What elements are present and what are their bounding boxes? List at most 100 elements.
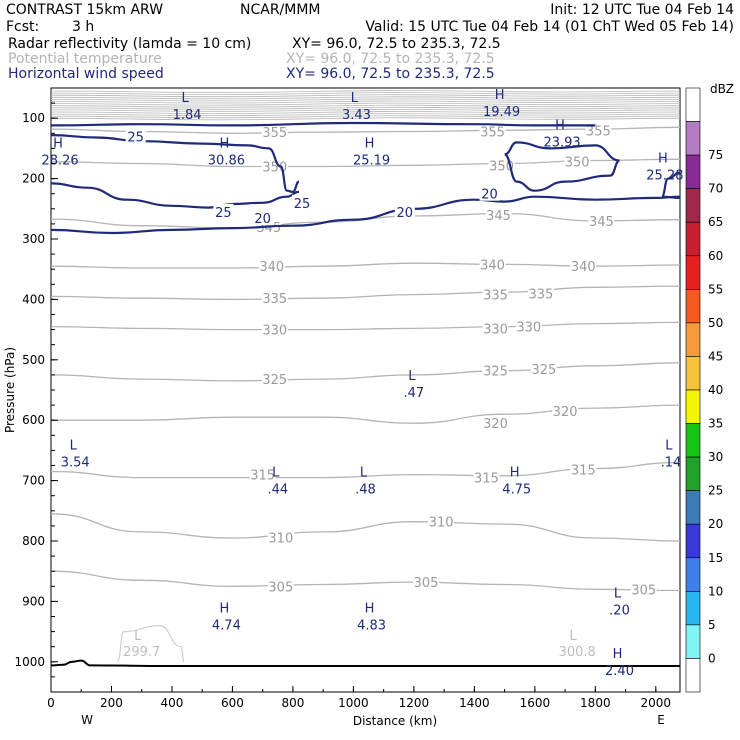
- theta-label-bg: [570, 259, 597, 274]
- upper-contour-line: [50, 111, 681, 114]
- theta-contour-label: 350: [565, 156, 590, 171]
- wind-extremum-value: 28.26: [41, 153, 78, 168]
- theta-label-bg: [630, 582, 657, 597]
- theta-label-bg: [412, 575, 439, 590]
- y-tick-label: 200: [22, 172, 45, 186]
- wind-contour-line: [50, 121, 596, 127]
- theta-label-bg: [552, 404, 579, 419]
- theta-label-bg: [258, 259, 285, 274]
- field-reflectivity-xy: XY= 96.0, 72.5 to 235.3, 72.5: [292, 36, 501, 52]
- colorbar-swatch: [685, 188, 701, 223]
- wind-extremum-type: L: [70, 438, 78, 453]
- x-axis-east-label: E: [657, 713, 665, 727]
- theta-label-bg: [479, 257, 506, 272]
- theta-label-bg: [564, 154, 591, 169]
- theta-label-bg: [261, 291, 288, 306]
- theta-contour-label: 320: [553, 405, 578, 420]
- theta-contour-label: 310: [268, 531, 293, 546]
- theta-contour-label: 325: [262, 373, 287, 388]
- theta-contours: 305 305 305 310 310 315 315 315 320 320 325 325 325 3…: [50, 123, 681, 598]
- colorbar-swatch: [685, 221, 701, 257]
- axes: 0 200 400 600 800 1000 1200 1400 1600 1800 2000 100…: [14, 102, 672, 710]
- upper-contour-line: [50, 108, 681, 112]
- colorbar-level-label: 40: [708, 383, 723, 397]
- theta-label-bg: [588, 213, 615, 228]
- y-tick-label: 400: [22, 292, 45, 306]
- colorbar-level-label: 50: [708, 316, 723, 330]
- upper-contour-line: [50, 113, 681, 117]
- plot-frame: [50, 87, 681, 693]
- colorbar-level-label: 70: [708, 182, 723, 196]
- colorbar-swatch: [685, 557, 701, 592]
- wind-contour-label: 25: [127, 130, 144, 145]
- colorbar-level-label: 45: [708, 349, 723, 363]
- wind-extremum-value: 25.19: [353, 153, 390, 168]
- wind-contours: 25 25 25 20 20 20: [50, 121, 681, 235]
- theta-contour-line: [50, 570, 681, 592]
- wind-extremum-value: 3.54: [61, 455, 90, 470]
- colorbar-level-label: 25: [708, 484, 723, 498]
- theta-label-bg: [261, 322, 288, 337]
- upper-contour-line: [50, 96, 681, 100]
- wind-extremum-type: H: [365, 136, 375, 151]
- colorbar-swatch: [685, 356, 701, 391]
- valid-time: Valid: 15 UTC Tue 04 Feb 14 (01 ChT Wed …: [365, 19, 734, 35]
- theta-contour-label: 310: [429, 516, 454, 531]
- wind-contour-label: 20: [481, 188, 498, 203]
- x-axis-label: Distance (km): [353, 714, 437, 728]
- colorbar-level-label: 65: [708, 215, 723, 229]
- wind-extremum-type: H: [220, 602, 230, 617]
- wind-extremum-value: .44: [267, 483, 288, 498]
- wind-extremum-value: 25.28: [646, 169, 683, 184]
- theta-contour-label: 350: [489, 159, 514, 174]
- x-tick-label: 2000: [641, 696, 672, 710]
- theta-label-bg: [585, 123, 612, 138]
- theta-contour-label: 325: [532, 363, 557, 378]
- wind-extremum-value: 30.86: [208, 153, 245, 168]
- colorbar-swatch: [685, 423, 701, 458]
- theta-contour-line: [50, 362, 681, 382]
- center-title: NCAR/MMM: [240, 2, 321, 18]
- wind-extremum-type: H: [220, 136, 230, 151]
- theta-contour-label: 330: [516, 321, 541, 336]
- y-tick-label: 800: [22, 534, 45, 548]
- wind-extremum-type: H: [365, 602, 375, 617]
- wind-contour-line: [50, 182, 300, 209]
- theta-extremum-type: L: [570, 629, 578, 644]
- wind-label-bg: [213, 203, 234, 219]
- theta-label-bg: [267, 530, 294, 545]
- field-wind-xy: XY= 96.0, 72.5 to 235.3, 72.5: [286, 66, 495, 82]
- plot-area: 305 305 305 310 310 315 315 315 320 320 325 325 325 3…: [41, 87, 683, 693]
- colorbar-level-label: 15: [708, 551, 723, 565]
- field-wind-name: Horizontal wind speed: [8, 66, 164, 82]
- wind-extremum-value: .48: [355, 483, 376, 498]
- theta-contour-line: [50, 126, 681, 134]
- colorbar-level-label: 0: [708, 651, 716, 665]
- wind-extremum-value: 4.74: [212, 619, 241, 634]
- theta-label-bg: [485, 207, 512, 222]
- theta-contour-label: 345: [486, 209, 511, 224]
- colorbar-swatch: [685, 624, 701, 659]
- theta-contour-label: 355: [480, 125, 505, 140]
- wind-extremum-value: 3.43: [342, 108, 371, 123]
- y-tick-label: 600: [22, 413, 45, 427]
- theta-label-bg: [527, 286, 554, 301]
- colorbar-swatch: [685, 658, 701, 693]
- theta-contour-label: 355: [262, 126, 287, 141]
- colorbar-swatch: [685, 255, 701, 290]
- upper-contour-line: [50, 102, 681, 106]
- colorbar-level-label: 35: [708, 417, 723, 431]
- theta-label-bg: [261, 159, 288, 174]
- wind-label-bg: [291, 194, 312, 210]
- theta-label-bg: [261, 125, 288, 140]
- upper-contour-line: [50, 106, 681, 110]
- x-tick-label: 0: [47, 696, 55, 710]
- colorbar-swatch: [685, 389, 701, 424]
- upper-contour-line: [50, 90, 681, 93]
- y-tick-label: 1000: [14, 655, 45, 669]
- x-tick-label: 1200: [399, 696, 430, 710]
- x-tick-label: 800: [281, 696, 304, 710]
- x-tick-label: 200: [100, 696, 123, 710]
- wind-contour-line: [50, 134, 300, 194]
- theta-contour-line: [50, 285, 681, 301]
